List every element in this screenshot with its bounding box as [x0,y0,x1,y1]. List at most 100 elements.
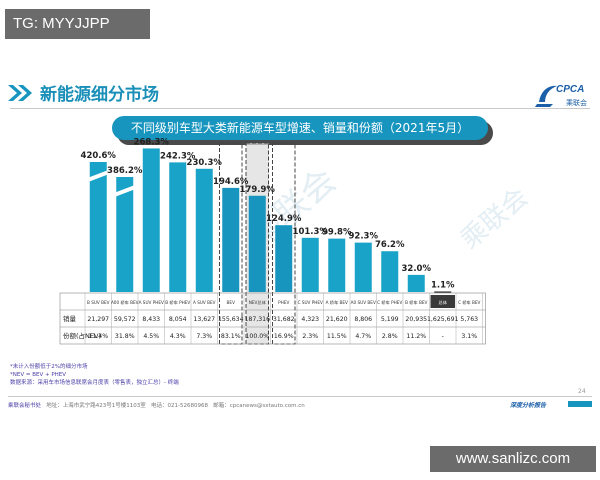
table-row-label: 份额(占NEV) [63,331,101,340]
table-cell: 31.8% [115,333,135,340]
table-cell: 13,627 [193,316,215,323]
table-cell: 155,634 [218,316,244,323]
data-label: 99.8% [322,228,352,238]
data-label: 32.0% [402,264,432,274]
cpca-logo-icon [535,85,557,107]
table-cell: 4,323 [301,316,319,323]
data-label: 194.6% [213,177,249,187]
table-cell: 11.4% [88,333,108,340]
table-cell: 8,433 [142,316,160,323]
table-cell: 21,297 [87,316,109,323]
table-cell: 4.5% [143,333,159,340]
bar [407,274,425,292]
note-line: 数据来源：采用车市场信息联席会月度表（零售表，独立汇总）- 终端 [10,380,179,386]
category-label: A 轿车 BEV [326,299,348,306]
watermark-site-label: www.sanlizc.com [430,446,596,472]
page-number: 24 [578,388,586,395]
category-label: BEV [227,300,236,305]
note-line: *未计入份额低于2%的细分市场 [10,364,88,370]
data-label: 124.9% [266,214,302,224]
data-label: 1.1% [431,280,455,290]
category-label: B SUV BEV [87,300,110,305]
category-label: NEV总体 [249,299,267,306]
table-cell: 7.3% [196,333,212,340]
category-label: PHEV [278,300,289,305]
bar [381,251,399,292]
table-cell: 16.9% [274,333,294,340]
bar [195,168,213,292]
header-divider [10,108,590,109]
category-label: B 轿车 BEV [405,299,427,306]
category-label-bg [430,295,455,308]
table-cell: 21,620 [326,316,348,323]
data-label: 268.3% [134,137,170,147]
data-label: 230.3% [187,158,223,168]
category-label: C 轿车 BEV [458,299,480,306]
table-cell: 83.1% [221,333,241,340]
bar [89,162,107,292]
table-cell: 8,054 [169,316,187,323]
table-cell: - [442,333,444,340]
page-title: 新能源细分市场 [40,85,159,105]
table-cell: 8,806 [354,316,372,323]
bar [434,291,452,293]
chart-watermark: 乘联会 [455,182,534,255]
footer-divider [8,396,592,397]
table-cell: 20,935 [405,316,427,323]
report-label: 深度分析报告 [510,402,547,409]
logo-subtitle: 乘联会 [566,99,587,107]
table-cell: 187,316 [244,316,270,323]
category-label: A SUV PHEV [139,300,164,305]
axis-break-mark [113,185,136,197]
note-line: *NEV = BEV + PHEV [10,372,67,378]
table-cell: 5,199 [381,316,399,323]
data-label: 242.3% [160,151,196,161]
footer-info: 乘联会秘书处 地址：上海市武宁路423号1号楼1103室 电话：021-5268… [8,401,305,409]
chevron-double-right-icon [8,85,32,101]
table-cell: 2.3% [302,333,318,340]
table-cell: 59,572 [114,316,136,323]
footer-org: 乘联会秘书处 [8,403,42,409]
table-cell: 31,682 [273,316,295,323]
bar [328,238,346,292]
table-border [59,292,486,345]
category-label: A00 轿车 BEV [111,299,139,306]
category-label: A0 SUV BEV [351,300,376,305]
table-row-label: 销量 [63,314,77,323]
table-cell: 100.0% [245,333,269,340]
bar [275,225,293,292]
data-label: 179.9% [240,185,276,195]
bar [116,177,134,292]
table-cell: 4.7% [355,333,371,340]
table-cell: 11.5% [327,333,347,340]
table-cell: 2.8% [382,333,398,340]
chart-notes: *未计入份额低于2%的细分市场 *NEV = BEV + PHEV 数据来源：采… [10,363,179,387]
report-accent-bar [568,401,592,407]
bar-chart: 乘联会 乘联会420.6%386.2%268.3%242.3%230.3%194.… [59,137,534,345]
data-label: 92.3% [349,232,379,242]
bar [169,162,187,292]
category-label: C 轿车 PHEV [377,299,402,306]
footer-email: 邮箱：cpcanews@sxtauto.com.cn [213,403,305,409]
data-label: 386.2% [107,166,143,176]
axis-break-mark [87,170,110,182]
bar [354,242,372,292]
table-cell: 3.1% [461,333,477,340]
category-label: B 轿车 PHEV [165,299,190,306]
watermark-tg-label: TG: MYYJJPP [5,9,150,39]
bar [248,195,266,292]
footer-address: 地址：上海市武宁路423号1号楼1103室 [46,403,146,409]
data-label: 101.3% [293,227,329,237]
table-cell: 5,763 [460,316,478,323]
bar [222,187,240,292]
category-label: C SUV PHEV [298,300,323,305]
data-label: 76.2% [375,240,405,250]
data-label: 420.6% [81,151,117,161]
logo-text: CPCA [556,84,585,95]
category-label: 总体 [439,299,448,306]
bar [142,148,160,292]
table-cell: 1,625,691 [427,316,459,323]
table-cell: 11.2% [406,333,426,340]
footer-phone: 电话：021-52680968 [151,403,208,409]
category-label: A SUV BEV [193,300,216,305]
